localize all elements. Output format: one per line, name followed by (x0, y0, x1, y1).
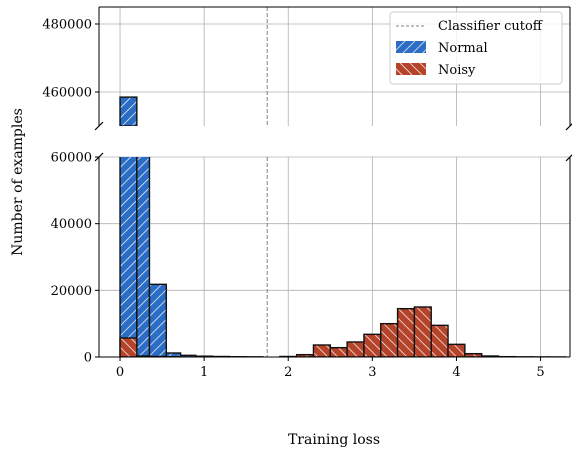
x-axis-label: Training loss (288, 432, 380, 448)
y-tick-label: 40000 (51, 217, 92, 232)
x-tick-label: 3 (368, 365, 376, 380)
y-tick-label: 0 (84, 351, 92, 366)
x-tick-label: 4 (452, 365, 460, 380)
normal-bar (120, 152, 137, 357)
x-tick-label: 5 (536, 365, 544, 380)
y-tick-label: 60000 (51, 151, 92, 166)
noisy-bar (431, 325, 448, 357)
lower-bars (120, 152, 566, 357)
legend-normal-swatch (396, 41, 426, 53)
x-tick-label: 1 (200, 365, 208, 380)
y-axis-label: Number of examples (10, 108, 26, 256)
noisy-bar (330, 348, 347, 357)
normal-bar (137, 152, 150, 357)
legend-cutoff-label: Classifier cutoff (438, 19, 544, 34)
legend: Classifier cutoff Normal Noisy (390, 12, 562, 84)
noisy-bar (364, 334, 381, 357)
noisy-bar (381, 324, 398, 357)
noisy-bar (448, 344, 465, 357)
lower-y-ticks: 0 20000 40000 60000 (51, 151, 99, 366)
x-ticks: 0 1 2 3 4 5 (116, 357, 545, 380)
axis-break-marks (95, 122, 572, 161)
noisy-bar (414, 307, 431, 357)
noisy-bar (347, 342, 364, 357)
y-tick-label: 480000 (42, 18, 92, 33)
legend-normal-label: Normal (438, 41, 488, 56)
noisy-bar (120, 338, 137, 357)
x-tick-label: 0 (116, 365, 124, 380)
x-tick-label: 2 (284, 365, 292, 380)
legend-noisy-label: Noisy (438, 63, 476, 78)
legend-noisy-swatch (396, 63, 426, 75)
y-tick-label: 460000 (42, 86, 92, 101)
upper-bars (120, 97, 137, 126)
lower-gridlines (99, 157, 570, 357)
normal-bar (120, 97, 137, 126)
y-tick-label: 20000 (51, 284, 92, 299)
noisy-bar (398, 309, 415, 357)
lower-axes-frame (99, 157, 570, 357)
upper-y-ticks: 460000 480000 (42, 18, 99, 101)
lower-axes-panel: 0 20000 40000 60000 0 1 2 3 4 5 (51, 151, 570, 381)
noisy-bar (313, 345, 330, 357)
normal-bar (149, 284, 166, 357)
break-mark (566, 122, 572, 130)
